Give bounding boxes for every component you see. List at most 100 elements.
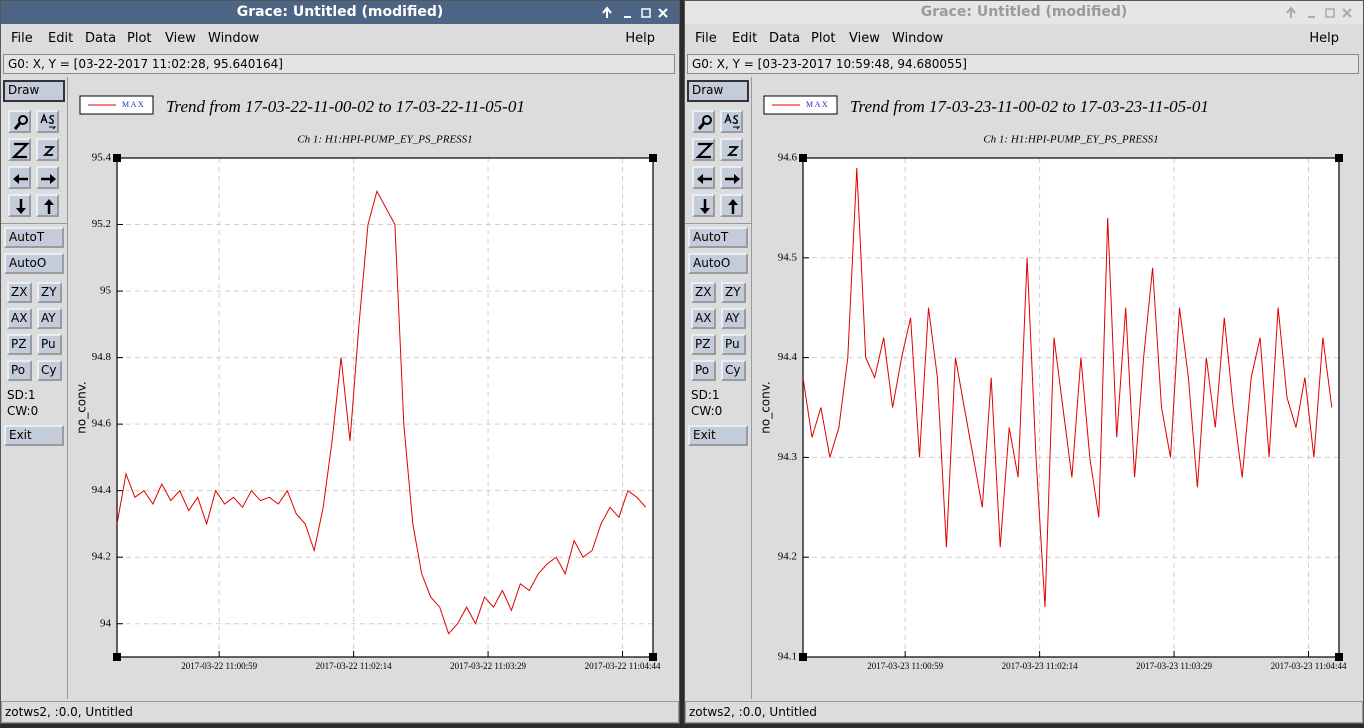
tool-button[interactable] bbox=[8, 166, 31, 189]
tool-button[interactable] bbox=[36, 166, 59, 189]
y-tick-label: 94.2 bbox=[92, 551, 111, 563]
menu-help[interactable]: Help bbox=[1309, 31, 1339, 46]
tool-icon bbox=[16, 199, 26, 214]
window-title: Grace: Untitled (modified) bbox=[236, 4, 444, 20]
status-bar: zotws2, :0.0, Untitled bbox=[1, 701, 679, 723]
menu-item[interactable]: Edit bbox=[48, 31, 74, 46]
legend-label: MAX bbox=[806, 100, 829, 109]
tool-icon bbox=[11, 142, 30, 159]
zoom-button[interactable]: Pu bbox=[721, 334, 746, 355]
plot-frame bbox=[116, 157, 654, 658]
zoom-button[interactable]: Cy bbox=[37, 360, 62, 381]
x-tick-label: 2017-03-23 11:00:59 bbox=[867, 661, 943, 671]
zoom-button[interactable]: ZY bbox=[37, 282, 62, 303]
tool-icon bbox=[695, 142, 714, 159]
plot-area bbox=[803, 158, 1339, 657]
menu-item[interactable]: View bbox=[165, 31, 196, 46]
action-button[interactable]: AutoT bbox=[688, 227, 748, 248]
zoom-button[interactable]: ZY bbox=[721, 282, 746, 303]
y-tick-label: 94 bbox=[100, 617, 112, 629]
menu-item[interactable]: File bbox=[695, 31, 717, 46]
tool-button[interactable] bbox=[692, 194, 715, 217]
locator-field: G0: X, Y = [03-23-2017 10:59:48, 94.6800… bbox=[687, 54, 1359, 74]
tool-icon bbox=[728, 199, 738, 214]
tool-icon bbox=[700, 199, 710, 214]
tool-button[interactable] bbox=[692, 110, 715, 133]
tool-icon bbox=[40, 113, 57, 130]
zoom-button[interactable]: ZX bbox=[7, 282, 32, 303]
frame-handle bbox=[113, 653, 121, 661]
y-tick-label: 95.4 bbox=[92, 152, 112, 164]
tool-icon bbox=[724, 113, 741, 130]
y-tick-label: 94.6 bbox=[92, 418, 112, 430]
menu-item[interactable]: View bbox=[849, 31, 880, 46]
menu-item[interactable]: Plot bbox=[811, 31, 836, 46]
y-axis-label: no_conv. bbox=[75, 381, 89, 433]
tool-button[interactable] bbox=[36, 138, 59, 161]
title-bar: Grace: Untitled (modified) bbox=[685, 1, 1363, 24]
zoom-button[interactable]: PZ bbox=[7, 334, 32, 355]
zoom-button[interactable]: PZ bbox=[691, 334, 716, 355]
tool-button[interactable] bbox=[36, 110, 59, 133]
action-button[interactable]: AutoT bbox=[4, 227, 64, 248]
exit-button[interactable]: Exit bbox=[4, 425, 64, 446]
legend-box bbox=[79, 95, 154, 115]
zoom-button[interactable]: Cy bbox=[721, 360, 746, 381]
tool-icon bbox=[697, 115, 712, 130]
tool-icon bbox=[13, 115, 28, 130]
tool-icon bbox=[725, 174, 740, 184]
frame-handle bbox=[113, 154, 121, 162]
menu-help[interactable]: Help bbox=[625, 31, 655, 46]
legend-box bbox=[763, 95, 838, 115]
zoom-button[interactable]: Po bbox=[691, 360, 716, 381]
action-button[interactable]: AutoO bbox=[688, 253, 748, 274]
frame-handle bbox=[799, 154, 807, 162]
info-text: CW:0 bbox=[691, 404, 723, 418]
tool-button[interactable] bbox=[36, 194, 59, 217]
window-controls[interactable] bbox=[601, 5, 671, 21]
separator bbox=[685, 223, 751, 224]
menu-item[interactable]: Plot bbox=[127, 31, 152, 46]
menu-item[interactable]: Window bbox=[208, 31, 260, 46]
y-tick-label: 94.2 bbox=[778, 551, 797, 563]
zoom-button[interactable]: AY bbox=[37, 308, 62, 329]
x-tick-label: 2017-03-22 11:00:59 bbox=[181, 661, 257, 671]
tool-icon bbox=[44, 199, 54, 214]
frame-handle bbox=[1335, 154, 1343, 162]
plot-canvas: 94.1 94.2 94.3 94.4 94.5 94.6 2017-03-23 11:00… bbox=[759, 95, 1347, 671]
frame-handle bbox=[799, 653, 807, 661]
tool-button[interactable] bbox=[692, 166, 715, 189]
tool-button[interactable] bbox=[720, 166, 743, 189]
menu-item[interactable]: Data bbox=[769, 31, 801, 46]
tool-button[interactable] bbox=[720, 138, 743, 161]
zoom-button[interactable]: AX bbox=[691, 308, 716, 329]
y-tick-label: 94.3 bbox=[778, 451, 798, 463]
menu-item[interactable]: Window bbox=[892, 31, 944, 46]
data-line bbox=[802, 167, 1333, 608]
zoom-button[interactable]: Pu bbox=[37, 334, 62, 355]
window-controls[interactable] bbox=[1285, 5, 1355, 21]
info-text: CW:0 bbox=[7, 404, 39, 418]
frame-handle bbox=[649, 653, 657, 661]
x-tick-label: 2017-03-22 11:02:14 bbox=[316, 661, 392, 671]
draw-button[interactable]: Draw bbox=[3, 80, 65, 102]
menu-item[interactable]: Data bbox=[85, 31, 117, 46]
zoom-button[interactable]: AX bbox=[7, 308, 32, 329]
tool-button[interactable] bbox=[692, 138, 715, 161]
window-title: Grace: Untitled (modified) bbox=[920, 4, 1128, 20]
action-button[interactable]: AutoO bbox=[4, 253, 64, 274]
tool-button[interactable] bbox=[720, 194, 743, 217]
tool-button[interactable] bbox=[8, 194, 31, 217]
exit-button[interactable]: Exit bbox=[688, 425, 748, 446]
zoom-button[interactable]: ZX bbox=[691, 282, 716, 303]
menu-item[interactable]: Edit bbox=[732, 31, 758, 46]
tool-button[interactable] bbox=[8, 110, 31, 133]
y-tick-label: 94.1 bbox=[778, 651, 797, 663]
menu-item[interactable]: File bbox=[11, 31, 33, 46]
tool-icon bbox=[13, 174, 28, 184]
tool-button[interactable] bbox=[720, 110, 743, 133]
tool-button[interactable] bbox=[8, 138, 31, 161]
zoom-button[interactable]: AY bbox=[721, 308, 746, 329]
zoom-button[interactable]: Po bbox=[7, 360, 32, 381]
draw-button[interactable]: Draw bbox=[687, 80, 749, 102]
